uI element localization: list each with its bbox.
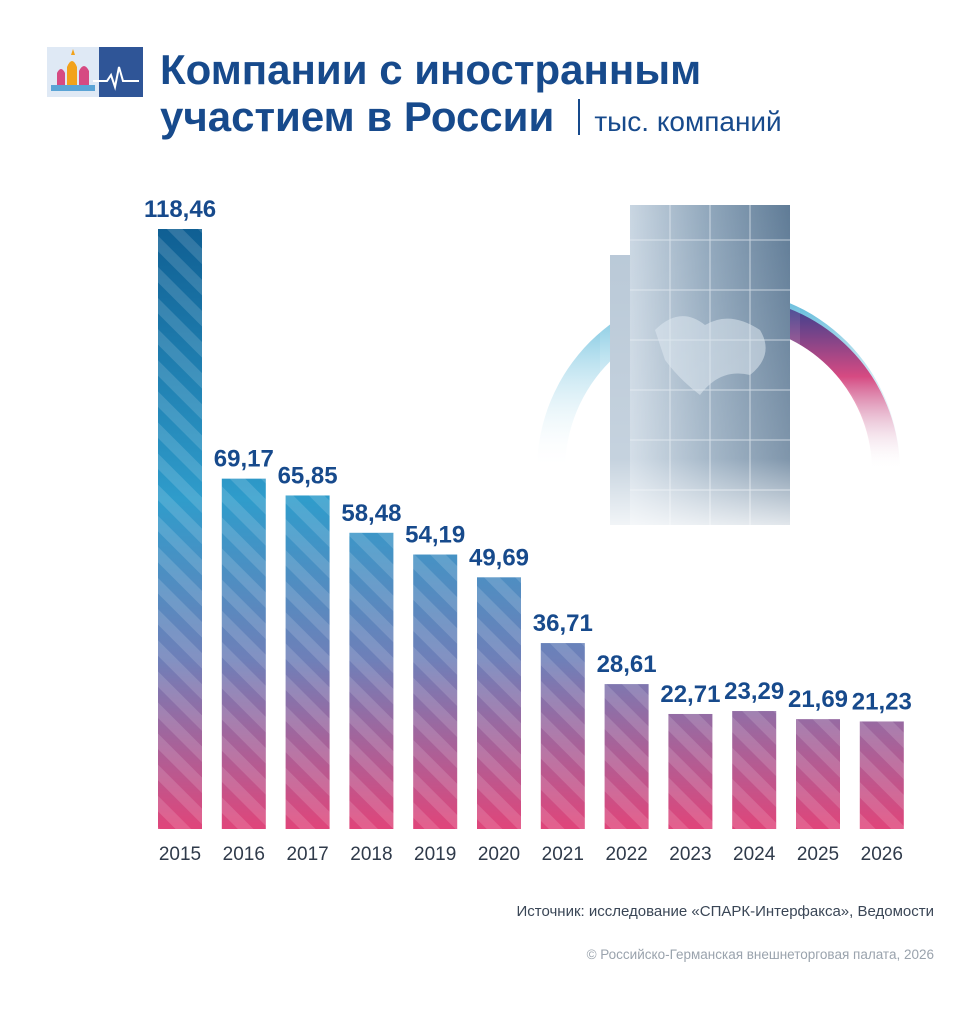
bar-stripes-2024 [732,711,777,829]
bars-group [158,229,904,829]
category-label-2017: 2017 [286,844,328,865]
value-label-2022: 28,61 [597,651,657,678]
value-label-2026: 21,23 [852,688,912,715]
value-label-2017: 65,85 [278,462,338,489]
bar-stripes-2017 [285,495,330,829]
bar-stripes-2022 [604,684,649,829]
category-label-2023: 2023 [669,844,711,865]
category-label-2019: 2019 [414,844,456,865]
copyright-note: © Российско-Германская внешнеторговая па… [586,947,934,962]
title-line-1: Компании с иностранным [160,46,702,93]
value-label-2025: 21,69 [788,686,848,713]
category-label-2026: 2026 [861,844,903,865]
source-note: Источник: исследование «СПАРК-Интерфакса… [516,903,934,920]
category-label-2020: 2020 [478,844,520,865]
bar-stripes-2016 [221,478,266,829]
category-label-2024: 2024 [733,844,776,865]
value-label-2023: 22,71 [660,681,720,708]
bar-stripes-2018 [349,532,394,829]
bar-stripes-2020 [477,577,521,829]
chart-title: Компании с иностранным участием в России… [160,46,782,145]
title-line-2: участием в России [160,93,555,140]
value-label-2015: 118,46 [144,196,216,223]
bar-stripes-2023 [668,713,713,829]
category-labels-group: 2015 2016 2017 2018 2019 2020 2021 2022 2023 2024… [159,844,903,865]
unit-label: тыс. компаний [594,106,782,137]
value-label-2021: 36,71 [533,610,593,637]
value-label-2020: 49,69 [469,544,529,571]
category-label-2025: 2025 [797,844,839,865]
value-label-2018: 58,48 [341,500,401,527]
bar-stripes-2021 [540,643,585,829]
value-label-2024: 23,29 [724,678,784,705]
category-label-2021: 2021 [542,844,584,865]
category-label-2018: 2018 [350,844,392,865]
skyscraper-world-map-illustration [537,200,900,545]
bar-stripes-2026 [859,721,904,829]
value-label-2019: 54,19 [405,522,465,549]
bar-stripes-2015 [158,229,202,829]
category-label-2015: 2015 [159,844,201,865]
kremlin-pulse-logo-icon [47,47,143,97]
bar-stripes-2019 [413,554,458,829]
bar-stripes-2025 [796,719,840,829]
value-label-2016: 69,17 [214,446,274,473]
category-label-2022: 2022 [605,844,647,865]
title-unit-divider [578,99,581,135]
category-label-2016: 2016 [223,844,265,865]
